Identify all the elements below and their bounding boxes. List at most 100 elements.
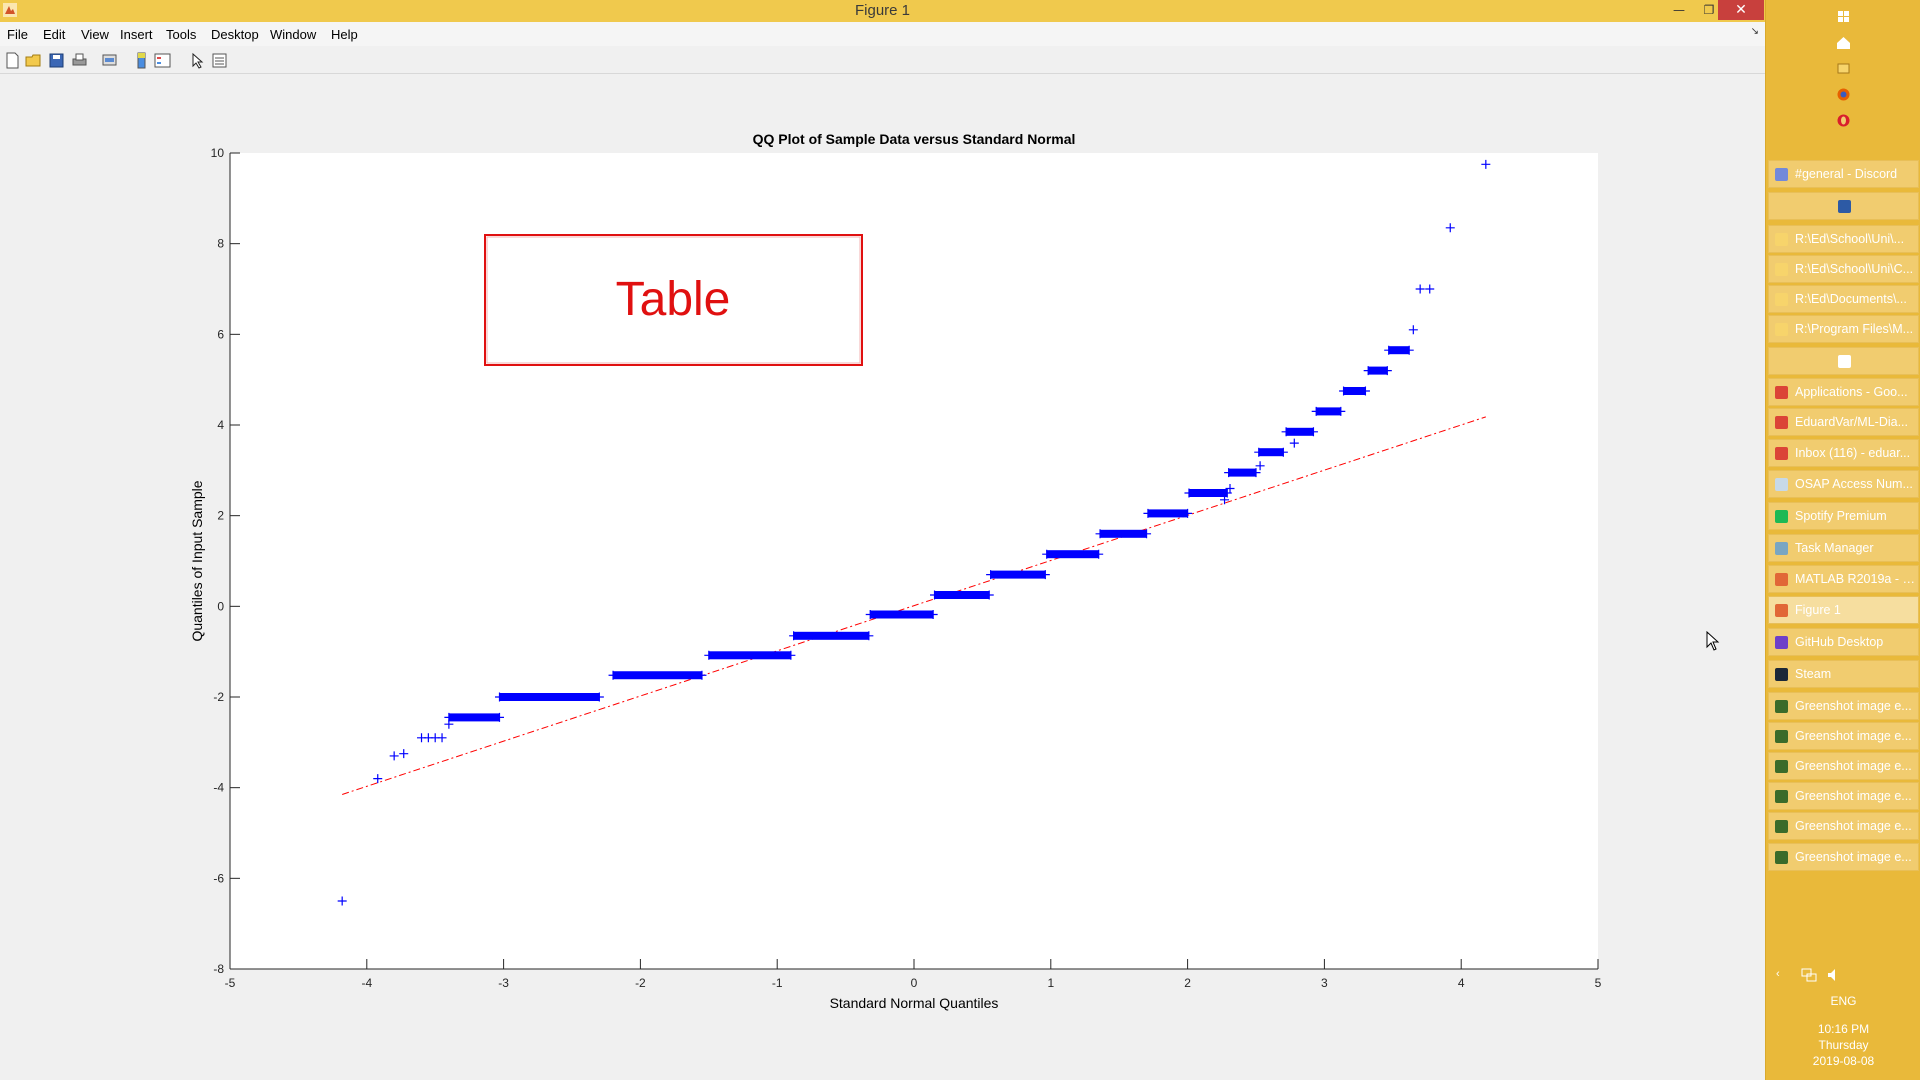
data-point-cluster	[1258, 448, 1284, 457]
taskbar-item[interactable]	[1768, 192, 1919, 220]
taskbar-item[interactable]: R:\Program Files\M...	[1768, 315, 1919, 343]
x-tick-label: 3	[1321, 976, 1328, 990]
title-bar[interactable]: Figure 1 — ❐ ✕	[0, 0, 1765, 22]
new-figure-icon[interactable]	[4, 52, 21, 69]
data-point	[373, 774, 383, 784]
taskbar-item[interactable]: Spotify Premium	[1768, 502, 1919, 530]
data-point-cluster	[708, 651, 791, 660]
menu-tools[interactable]: Tools	[166, 27, 197, 42]
taskbar-item[interactable]: EduardVar/ML-Dia...	[1768, 408, 1919, 436]
data-point	[1278, 447, 1288, 457]
reference-line-group	[342, 416, 1486, 795]
print-icon[interactable]	[71, 52, 88, 69]
menu-edit[interactable]: Edit	[43, 27, 66, 42]
close-button[interactable]: ✕	[1718, 0, 1764, 20]
taskbar-item[interactable]: GitHub Desktop	[1768, 628, 1919, 656]
home-icon[interactable]	[1766, 30, 1920, 54]
taskbar-item[interactable]: Greenshot image e...	[1768, 692, 1919, 720]
app-icon	[1775, 730, 1788, 743]
taskbar-item[interactable]: OSAP Access Num...	[1768, 470, 1919, 498]
menu-file[interactable]: File	[7, 27, 28, 42]
tray-expand-icon[interactable]: ‹	[1776, 968, 1780, 980]
data-point-cluster	[1100, 529, 1147, 538]
taskbar-item[interactable]: Task Manager	[1768, 534, 1919, 562]
taskbar-item[interactable]: Greenshot image e...	[1768, 752, 1919, 780]
data-point	[1040, 570, 1050, 580]
data-point	[1308, 427, 1318, 437]
taskbar-item[interactable]: Steam	[1768, 660, 1919, 688]
insert-colorbar-icon[interactable]	[133, 52, 150, 69]
menu-help[interactable]: Help	[331, 27, 358, 42]
menu-desktop[interactable]: Desktop	[211, 27, 259, 42]
menu-insert[interactable]: Insert	[120, 27, 153, 42]
taskbar-item[interactable]: Greenshot image e...	[1768, 812, 1919, 840]
app-icon	[1775, 700, 1788, 713]
menu-view[interactable]: View	[81, 27, 109, 42]
taskbar-item[interactable]: R:\Ed\School\Uni\C...	[1768, 255, 1919, 283]
app-icon	[1775, 573, 1788, 586]
taskbar-item[interactable]: Figure 1	[1768, 596, 1919, 624]
app-icon	[1775, 510, 1788, 523]
edit-plot-icon[interactable]	[189, 52, 206, 69]
volume-icon[interactable]	[1827, 968, 1841, 982]
table-annotation[interactable]: Table	[484, 234, 863, 366]
taskbar-item-label: Applications - Goo...	[1795, 385, 1908, 399]
axes-background[interactable]	[230, 153, 1598, 969]
y-tick-label: 10	[211, 146, 225, 160]
minimize-button[interactable]: —	[1673, 3, 1685, 17]
taskbar-item[interactable]: Greenshot image e...	[1768, 843, 1919, 871]
link-plot-icon[interactable]	[101, 52, 118, 69]
app-icon	[1775, 636, 1788, 649]
system-tray: ‹ ENG 10:16 PM Thursday 2019-08-08	[1766, 960, 1920, 1080]
menu-window[interactable]: Window	[270, 27, 317, 42]
taskbar-item[interactable]: #general - Discord	[1768, 160, 1919, 188]
data-point	[930, 590, 940, 600]
data-point	[1143, 508, 1153, 518]
app-icon	[1775, 168, 1788, 181]
taskbar-item[interactable]	[1768, 347, 1919, 375]
data-point	[928, 609, 938, 619]
language-indicator[interactable]: ENG	[1830, 994, 1857, 1008]
table-annotation-box[interactable]	[484, 234, 863, 366]
data-point	[1094, 549, 1104, 559]
y-tick-label: -8	[213, 962, 224, 976]
tray-icons: ‹	[1766, 966, 1920, 986]
opera-icon[interactable]	[1766, 108, 1920, 132]
data-point	[1225, 483, 1235, 493]
data-point	[1042, 549, 1052, 559]
clock-time[interactable]: 10:16 PM	[1817, 1022, 1870, 1036]
taskbar-item[interactable]: Applications - Goo...	[1768, 378, 1919, 406]
network-icon[interactable]	[1801, 968, 1817, 982]
data-point	[1224, 468, 1234, 478]
folder-network-icon[interactable]	[1766, 56, 1920, 80]
taskbar-item-label: R:\Program Files\M...	[1795, 322, 1914, 336]
taskbar-item[interactable]: Inbox (116) - eduar...	[1768, 439, 1919, 467]
taskbar-item[interactable]: Greenshot image e...	[1768, 722, 1919, 750]
property-inspector-icon[interactable]	[211, 52, 228, 69]
data-point	[1281, 427, 1291, 437]
data-point	[864, 631, 874, 641]
data-point-cluster	[499, 693, 600, 701]
taskbar-item[interactable]: MATLAB R2019a - a...	[1768, 565, 1919, 593]
taskbar-item[interactable]: R:\Ed\School\Uni\...	[1768, 225, 1919, 253]
app-icon	[1775, 478, 1788, 491]
dock-arrow-icon[interactable]: ↘	[1750, 26, 1759, 37]
app-icon	[1775, 386, 1788, 399]
data-point	[444, 712, 454, 722]
app-icon	[1775, 790, 1788, 803]
firefox-icon[interactable]	[1766, 82, 1920, 106]
open-file-icon[interactable]	[25, 52, 42, 69]
windows-start-icon[interactable]	[1766, 4, 1920, 28]
table-annotation-label: Table	[616, 273, 731, 326]
restore-button[interactable]: ❐	[1703, 3, 1715, 17]
mouse-cursor-icon	[1706, 631, 1720, 651]
insert-legend-icon[interactable]	[154, 52, 171, 69]
data-point	[1289, 438, 1299, 448]
save-icon[interactable]	[48, 52, 65, 69]
data-point	[697, 670, 707, 680]
data-point	[1481, 159, 1491, 169]
clock-date: 2019-08-08	[1812, 1054, 1875, 1068]
x-tick-label: 0	[911, 976, 918, 990]
taskbar-item[interactable]: Greenshot image e...	[1768, 782, 1919, 810]
taskbar-item[interactable]: R:\Ed\Documents\...	[1768, 285, 1919, 313]
